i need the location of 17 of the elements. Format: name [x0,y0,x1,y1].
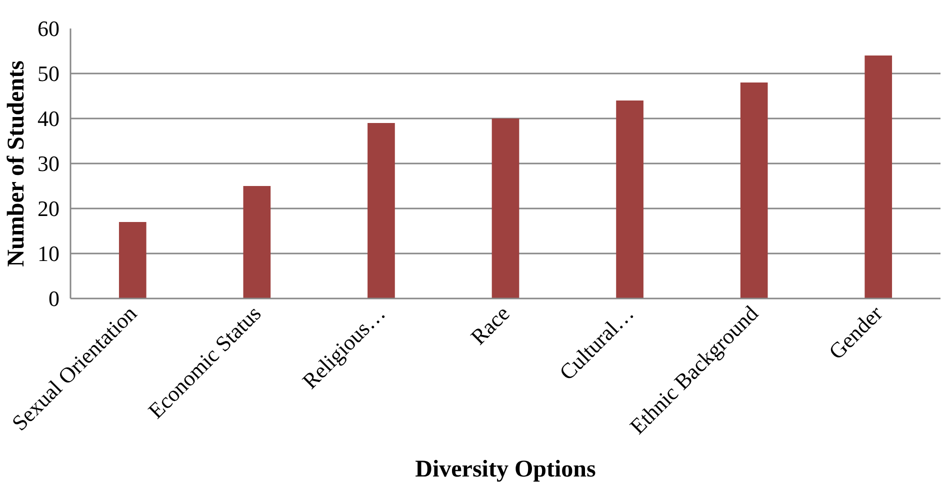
y-tick-label: 20 [38,196,60,221]
y-tick-label: 0 [48,286,60,311]
bar [740,82,768,298]
bar [492,118,520,298]
y-tick-label: 50 [38,61,60,86]
bar [243,186,271,298]
y-tick-label: 40 [38,106,60,131]
bar [368,123,395,298]
y-tick-label: 60 [38,16,60,41]
x-axis-title: Diversity Options [415,456,596,483]
bar [864,56,892,298]
x-tick-label: Race [466,300,514,350]
y-axis-title: Number of Students [4,60,30,267]
y-tick-label: 10 [38,241,60,266]
y-tick-label: 30 [38,151,60,176]
bar [118,222,146,298]
bar [616,100,644,298]
